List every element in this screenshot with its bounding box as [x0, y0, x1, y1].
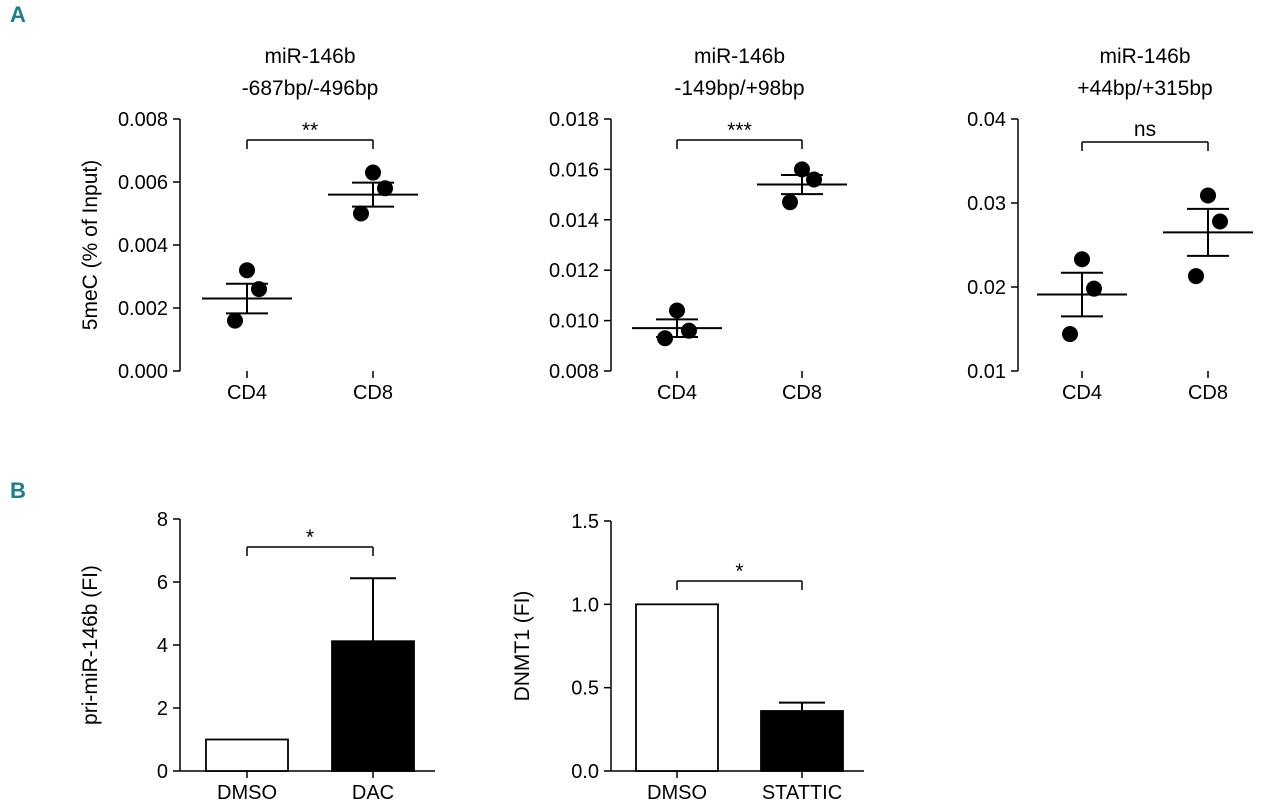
data-point: [377, 180, 393, 197]
data-point: [1212, 213, 1228, 230]
chart-title-line: -687bp/-496bp: [242, 77, 379, 100]
y-tick-label: 0.0: [571, 761, 599, 783]
data-point: [782, 194, 798, 211]
x-tick-label: DMSO: [647, 782, 707, 804]
x-tick-label: DMSO: [217, 782, 277, 804]
y-axis-label: DNMT1 (FI): [511, 591, 534, 702]
bar-dac: [331, 640, 415, 772]
y-tick-label: 0: [157, 761, 168, 783]
y-tick-label: 0.004: [118, 235, 168, 257]
y-axis-label: pri-miR-146b (FI): [79, 565, 102, 725]
x-tick-label: CD4: [1062, 382, 1102, 404]
y-tick-label: 0.012: [549, 260, 599, 282]
y-tick-label: 0.008: [118, 109, 168, 131]
y-tick-label: 0.04: [967, 109, 1006, 131]
panel-label-a: A: [10, 2, 26, 27]
x-tick-label: CD8: [782, 382, 822, 404]
y-tick-label: 0.002: [118, 298, 168, 320]
data-point: [1062, 326, 1078, 343]
x-tick-label: CD8: [353, 382, 393, 404]
y-tick-label: 0.000: [118, 361, 168, 383]
bar-dmso: [635, 603, 719, 772]
chart-title-line: -149bp/+98bp: [674, 77, 804, 100]
y-tick-label: 0.014: [549, 210, 599, 232]
chart-a3: miR-146b +44bp/+315bp 0.01 0.02 0.03 0.04 CD4 C…: [967, 45, 1253, 404]
significance-label: ***: [727, 119, 752, 142]
chart-b2: 0.0 0.5 1.0 1.5 DMSO STATTIC DNMT1 (FI) *: [511, 511, 864, 804]
data-point: [681, 322, 697, 339]
chart-a1: miR-146b -687bp/-496bp 0.000 0.002 0.004 0.00…: [79, 45, 418, 404]
significance-label: ns: [1134, 118, 1156, 141]
y-tick-label: 4: [157, 635, 168, 657]
data-point: [806, 171, 822, 188]
panel-label-b: B: [10, 478, 26, 503]
y-tick-label: 2: [157, 698, 168, 720]
y-axis-label: 5meC (% of Input): [79, 160, 102, 330]
chart-b1: 0 2 4 6 8 DMSO DAC pri-miR-146b (FI) *: [79, 509, 435, 804]
chart-title-line: miR-146b: [1099, 45, 1190, 68]
y-tick-label: 0.03: [967, 193, 1006, 215]
x-tick-label: CD4: [227, 382, 267, 404]
x-tick-label: CD4: [657, 382, 697, 404]
significance-label: *: [735, 560, 743, 583]
charts: miR-146b-687bp/-496bp0.0000.0020.0040.00…: [79, 45, 1253, 804]
y-tick-label: 1.5: [571, 511, 599, 533]
y-tick-label: 1.0: [571, 594, 599, 616]
data-point: [657, 330, 673, 347]
x-tick-label: CD8: [1188, 382, 1228, 404]
chart-title-line: +44bp/+315bp: [1077, 77, 1212, 100]
y-tick-label: 0.008: [549, 361, 599, 383]
x-tick-label: STATTIC: [762, 782, 842, 804]
chart-title-line: miR-146b: [694, 45, 785, 68]
data-point: [794, 161, 810, 178]
data-point: [1200, 187, 1216, 204]
y-tick-label: 0.010: [549, 311, 599, 333]
bar-dmso: [205, 738, 289, 772]
y-tick-label: 0.016: [549, 159, 599, 181]
y-tick-label: 6: [157, 572, 168, 594]
data-point: [669, 302, 685, 319]
chart-title-line: miR-146b: [264, 45, 355, 68]
y-tick-label: 0.006: [118, 172, 168, 194]
y-tick-label: 0.01: [967, 361, 1006, 383]
data-point: [1074, 251, 1090, 268]
y-tick-label: 0.018: [549, 109, 599, 131]
bar-stattic: [760, 710, 844, 772]
y-tick-label: 0.02: [967, 277, 1006, 299]
x-tick-label: DAC: [352, 782, 394, 804]
data-point: [1086, 280, 1102, 297]
data-point: [227, 312, 243, 329]
data-point: [353, 205, 369, 222]
y-tick-label: 8: [157, 509, 168, 531]
data-point: [239, 262, 255, 279]
data-point: [251, 281, 267, 298]
data-point: [365, 164, 381, 181]
data-point: [1188, 268, 1204, 285]
chart-a2: miR-146b -149bp/+98bp 0.008 0.010 0.012 0.014…: [549, 45, 847, 404]
significance-label: **: [302, 119, 318, 142]
y-tick-label: 0.5: [571, 678, 599, 700]
significance-label: *: [306, 526, 314, 549]
